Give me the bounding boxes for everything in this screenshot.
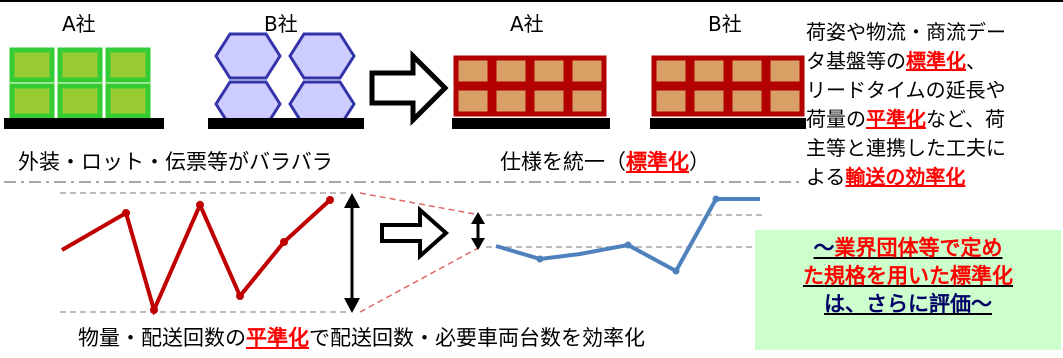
label-company-b-left: B社	[264, 12, 298, 36]
caption-scattered: 外装・ロット・伝票等がバラバラ	[18, 150, 333, 174]
label-company-b-right: B社	[708, 12, 742, 36]
industry-standard-callout: ～業界団体等で定め た規格を用いた標準化 は、さらに評価～	[755, 230, 1061, 350]
green-crate	[57, 47, 103, 83]
hex-package	[288, 32, 356, 80]
caption-leveling: 物量・配送回数の平準化で配送回数・必要車両台数を効率化	[78, 326, 645, 350]
label-company-a-right: A社	[510, 12, 544, 36]
range-arrow-large	[344, 193, 360, 313]
green-crate	[105, 83, 151, 119]
hex-package	[214, 32, 282, 80]
pallet	[208, 118, 364, 129]
emphasis-transport-efficiency: 輸送の効率化	[845, 165, 966, 189]
leveled-points	[536, 195, 720, 275]
green-crate	[9, 47, 55, 83]
projection-line-bottom	[359, 246, 481, 313]
label-company-a-left: A社	[62, 12, 96, 36]
emphasis-standardization: 標準化	[906, 49, 966, 73]
side-note: 荷姿や物流・商流デー タ基盤等の標準化、 リードタイムの延長や 荷量の平準化など…	[806, 20, 1006, 189]
pallet	[4, 118, 164, 129]
zigzag-points	[122, 196, 334, 314]
leveled-volume-line	[495, 197, 760, 274]
transform-arrow-top	[369, 49, 449, 127]
zigzag-volume-line	[60, 198, 332, 316]
green-crate	[57, 83, 103, 119]
green-crate	[9, 83, 55, 119]
range-arrow-small	[471, 212, 485, 250]
emphasis-standardization: 標準化	[626, 150, 689, 174]
company-a-standard-boxes	[452, 55, 610, 129]
company-b-hex-packages	[208, 32, 364, 129]
company-a-green-crates	[4, 47, 164, 129]
green-crate	[105, 47, 151, 83]
emphasis-leveling: 平準化	[866, 107, 926, 131]
company-b-standard-boxes	[650, 55, 806, 129]
projection-line-top	[359, 192, 481, 216]
emphasis-leveling: 平準化	[246, 326, 309, 350]
caption-standardized: 仕様を統一（標準化）	[500, 150, 710, 174]
pallet	[452, 118, 610, 129]
transform-arrow-bottom	[380, 205, 450, 261]
pallet	[650, 118, 806, 129]
